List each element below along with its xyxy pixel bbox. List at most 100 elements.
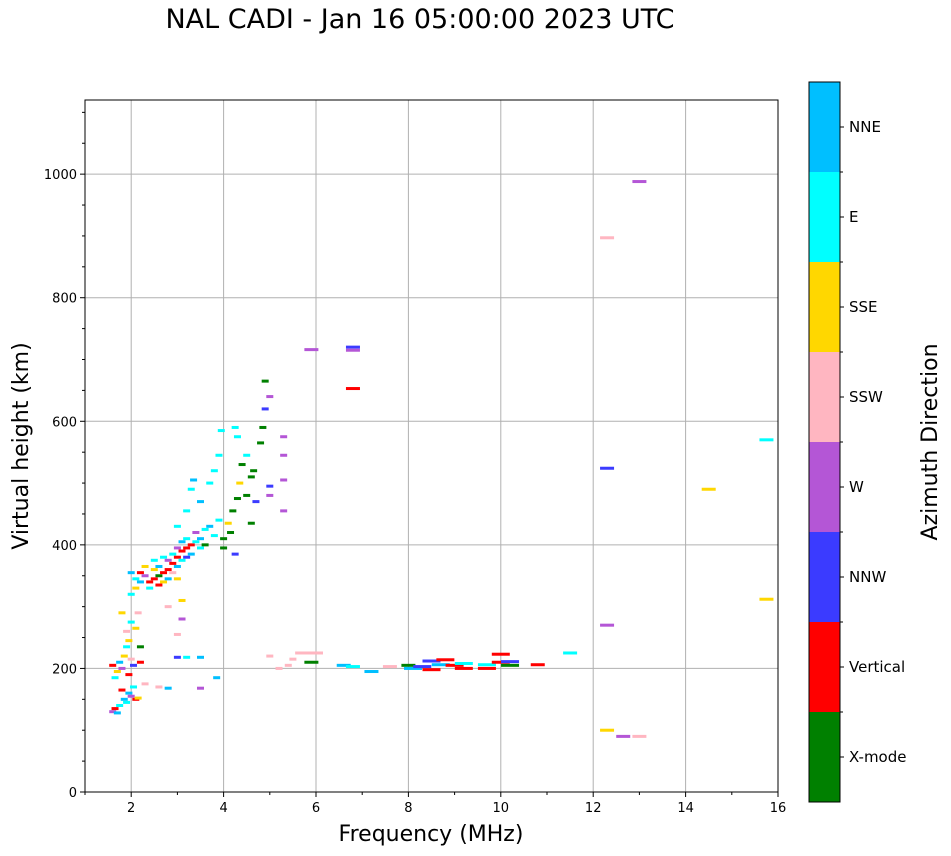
echo-point bbox=[401, 663, 416, 667]
echo-point bbox=[141, 564, 149, 568]
echo-point bbox=[111, 707, 119, 711]
echo-point bbox=[178, 540, 186, 544]
echo-point bbox=[109, 710, 117, 714]
echo-point bbox=[125, 673, 133, 677]
echo-point bbox=[127, 592, 135, 596]
echo-point bbox=[111, 676, 119, 680]
echo-point bbox=[491, 660, 510, 664]
echo-point bbox=[160, 580, 168, 584]
x-tick-label: 14 bbox=[677, 801, 694, 816]
echo-point bbox=[141, 682, 149, 686]
echo-point bbox=[120, 654, 128, 658]
echo-point bbox=[173, 546, 181, 550]
echo-point bbox=[190, 478, 198, 482]
echo-point bbox=[252, 500, 260, 504]
y-axis-label: Virtual height (km) bbox=[9, 342, 34, 549]
echo-point bbox=[136, 645, 144, 649]
echo-point bbox=[150, 558, 158, 562]
echo-point bbox=[155, 564, 163, 568]
echo-point bbox=[295, 651, 310, 655]
echo-point bbox=[284, 663, 292, 667]
echo-point bbox=[210, 469, 218, 473]
echo-point bbox=[136, 660, 144, 664]
grid-lines bbox=[85, 100, 779, 792]
x-tick-label: 2 bbox=[127, 801, 135, 816]
echo-point bbox=[243, 453, 251, 457]
echo-point bbox=[759, 438, 774, 442]
echo-point bbox=[213, 676, 221, 680]
colorbar-tick-label: NNW bbox=[849, 568, 886, 586]
echo-point bbox=[178, 549, 186, 553]
echo-point bbox=[491, 652, 510, 656]
echo-point bbox=[160, 555, 168, 559]
echo-point bbox=[178, 617, 186, 621]
echo-point bbox=[169, 571, 177, 575]
y-tick-label: 200 bbox=[52, 662, 77, 677]
echo-point bbox=[130, 663, 138, 667]
echo-point bbox=[155, 685, 163, 689]
echo-point bbox=[183, 546, 191, 550]
echo-point bbox=[201, 543, 209, 547]
x-tick-label: 8 bbox=[404, 801, 412, 816]
echo-point bbox=[183, 655, 191, 659]
echo-point bbox=[134, 611, 142, 615]
colorbar: X-mode Vertical NNW W SSW SSE E NNE bbox=[808, 81, 906, 803]
echo-point bbox=[187, 543, 195, 547]
echo-point bbox=[477, 663, 496, 667]
echo-point bbox=[309, 651, 323, 655]
colorbar-tick-label: X-mode bbox=[849, 748, 906, 766]
echo-point bbox=[247, 521, 255, 525]
echo-point bbox=[150, 577, 158, 581]
colorbar-tick-label: SSE bbox=[849, 298, 878, 316]
chart-title: NAL CADI - Jan 16 05:00:00 2023 UTC bbox=[165, 4, 675, 35]
x-axis-ticks: 2 4 6 8 10 12 14 16 bbox=[84, 792, 786, 816]
colorbar-swatch bbox=[809, 442, 840, 532]
echo-point bbox=[113, 670, 121, 674]
echo-point bbox=[201, 527, 209, 531]
echo-point bbox=[304, 348, 319, 352]
echo-point bbox=[127, 657, 135, 661]
echo-point bbox=[173, 564, 181, 568]
colorbar-frame bbox=[808, 81, 841, 803]
echo-point bbox=[454, 666, 473, 670]
echo-point bbox=[127, 620, 135, 624]
echo-point bbox=[220, 537, 228, 541]
colorbar-swatch bbox=[809, 622, 840, 712]
echo-point bbox=[259, 425, 267, 429]
echo-point bbox=[164, 568, 172, 572]
echo-point bbox=[364, 670, 379, 674]
echo-point bbox=[136, 571, 144, 575]
echo-point bbox=[275, 666, 283, 670]
echo-point bbox=[701, 487, 716, 491]
plot-frame bbox=[84, 99, 779, 793]
echo-point bbox=[280, 478, 288, 482]
echo-point bbox=[210, 534, 218, 538]
colorbar-tick-label: W bbox=[849, 478, 864, 496]
echo-point bbox=[454, 661, 473, 665]
echo-point bbox=[600, 236, 615, 240]
echo-point bbox=[183, 555, 191, 559]
echo-point bbox=[120, 697, 128, 701]
echo-point bbox=[118, 688, 126, 692]
echo-point bbox=[183, 537, 191, 541]
echo-point bbox=[164, 577, 172, 581]
echo-point bbox=[759, 597, 774, 601]
echo-point bbox=[164, 605, 172, 609]
echo-point bbox=[422, 659, 441, 663]
echo-point bbox=[155, 574, 163, 578]
echo-point bbox=[413, 665, 432, 669]
echo-point bbox=[164, 558, 172, 562]
echo-point bbox=[127, 571, 135, 575]
y-tick-label: 800 bbox=[52, 292, 77, 307]
x-tick-label: 10 bbox=[493, 801, 510, 816]
echo-point bbox=[217, 429, 225, 433]
x-tick-label: 6 bbox=[312, 801, 320, 816]
echo-point bbox=[132, 626, 140, 630]
echo-point bbox=[113, 711, 121, 715]
echo-point bbox=[116, 660, 124, 664]
echo-point bbox=[632, 734, 647, 738]
echo-point bbox=[436, 658, 455, 662]
echo-point bbox=[146, 580, 154, 584]
echo-point bbox=[345, 665, 360, 669]
echo-point bbox=[141, 574, 149, 578]
